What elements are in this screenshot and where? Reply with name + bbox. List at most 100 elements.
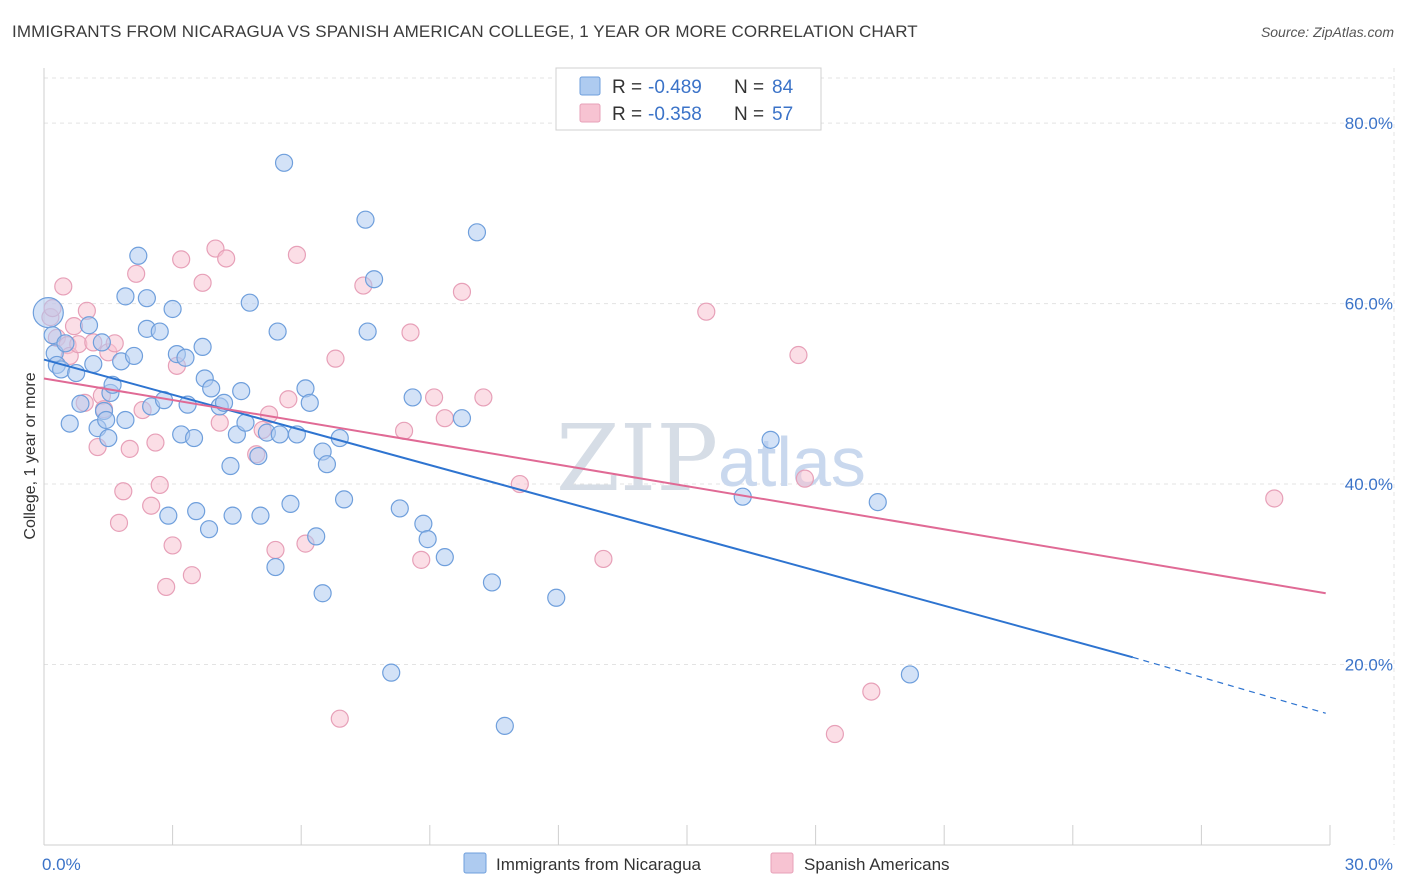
point-nicaragua	[221, 456, 240, 476]
legend-n-value: 84	[772, 77, 794, 98]
point-nicaragua	[358, 322, 377, 341]
legend-box: R = -0.489 N = 84 R = -0.358 N = 57	[555, 67, 822, 131]
trend-lines	[43, 358, 1326, 714]
point-nicaragua	[868, 493, 887, 512]
point-spanish-american	[287, 245, 307, 264]
point-spanish-american	[146, 433, 165, 452]
point-nicaragua	[761, 430, 780, 449]
point-nicaragua	[199, 520, 219, 539]
point-spanish-american	[114, 482, 133, 501]
point-spanish-american	[54, 277, 73, 296]
y-tick-label: 40.0%	[1345, 475, 1393, 494]
point-nicaragua	[187, 502, 206, 521]
point-spanish-american	[401, 323, 420, 342]
point-spanish-american	[795, 469, 814, 488]
point-nicaragua	[356, 210, 375, 229]
y-tick-labels: 20.0% 40.0% 60.0% 80.0%	[1345, 114, 1393, 674]
point-nicaragua	[403, 388, 422, 407]
y-tick-label: 60.0%	[1345, 295, 1393, 314]
point-spanish-american	[435, 409, 454, 428]
point-nicaragua	[249, 446, 268, 466]
point-spanish-american	[424, 388, 444, 407]
point-nicaragua	[390, 499, 409, 518]
x-tick-label: 30.0%	[1345, 855, 1393, 874]
point-nicaragua	[232, 382, 251, 401]
point-spanish-american	[326, 349, 345, 368]
point-spanish-american	[452, 282, 472, 301]
point-nicaragua	[97, 410, 116, 430]
point-nicaragua	[137, 289, 156, 308]
point-nicaragua	[467, 223, 487, 242]
point-nicaragua	[270, 425, 289, 444]
point-nicaragua	[274, 153, 294, 172]
point-nicaragua	[334, 490, 354, 509]
legend-row-nicaragua: R = -0.489 N = 84	[579, 76, 794, 98]
point-spanish-american	[330, 709, 349, 728]
point-spanish-american	[825, 724, 844, 744]
point-spanish-american	[163, 536, 182, 555]
y-tick-label: 80.0%	[1345, 114, 1393, 133]
point-spanish-american	[394, 421, 414, 440]
point-nicaragua	[268, 322, 287, 341]
point-nicaragua	[184, 428, 204, 448]
point-nicaragua	[251, 506, 270, 525]
legend-row-spanish-americans: R = -0.358 N = 57	[579, 103, 793, 125]
point-spanish-american	[109, 513, 129, 532]
point-spanish-american	[412, 550, 431, 569]
point-spanish-american	[210, 413, 229, 432]
point-nicaragua	[452, 409, 472, 428]
point-nicaragua	[43, 326, 62, 345]
point-nicaragua	[418, 530, 437, 549]
points-nicaragua	[32, 153, 920, 735]
legend-n-label: N =	[734, 104, 764, 125]
point-nicaragua	[317, 455, 337, 474]
bottom-legend-swatch-pink	[770, 852, 794, 874]
point-nicaragua	[202, 379, 221, 398]
x-tick-label: 0.0%	[42, 855, 81, 874]
bottom-legend-swatch-blue	[463, 852, 487, 874]
point-spanish-american	[120, 439, 139, 458]
point-nicaragua	[150, 322, 169, 341]
watermark-zip: ZIP	[556, 405, 718, 512]
point-spanish-american	[182, 566, 201, 585]
bottom-legend-nicaragua: Immigrants from Nicaragua	[496, 855, 702, 874]
point-nicaragua	[176, 348, 195, 367]
point-nicaragua	[32, 297, 64, 329]
point-nicaragua	[266, 557, 285, 577]
point-nicaragua	[281, 494, 300, 514]
bottom-legend-spanish-americans: Spanish Americans	[804, 855, 950, 874]
chart-title: IMMIGRANTS FROM NICARAGUA VS SPANISH AME…	[12, 22, 918, 41]
point-spanish-american	[172, 250, 191, 269]
legend-r-label: R =	[612, 104, 642, 125]
point-nicaragua	[223, 506, 242, 525]
point-nicaragua	[414, 514, 433, 533]
point-nicaragua	[547, 588, 566, 607]
point-nicaragua	[92, 333, 111, 352]
point-nicaragua	[364, 270, 384, 289]
point-spanish-american	[474, 388, 493, 407]
trend-line-nicaragua-extension	[1132, 656, 1326, 714]
point-nicaragua	[71, 394, 90, 413]
point-nicaragua	[129, 246, 148, 265]
point-nicaragua	[159, 506, 178, 525]
trend-line-spanish-americans	[43, 377, 1326, 595]
point-spanish-american	[594, 549, 613, 569]
point-nicaragua	[56, 334, 75, 353]
legend-r-value: -0.358	[648, 104, 702, 125]
point-spanish-american	[862, 682, 881, 701]
point-nicaragua	[99, 428, 118, 448]
point-nicaragua	[79, 316, 99, 335]
watermark: ZIP atlas	[556, 405, 866, 512]
point-nicaragua	[300, 393, 319, 412]
point-nicaragua	[307, 527, 326, 546]
legend-n-value: 57	[772, 104, 793, 125]
point-spanish-american	[266, 540, 285, 560]
source-credit: Source: ZipAtlas.com	[1260, 24, 1394, 40]
y-tick-label: 20.0%	[1345, 656, 1393, 675]
point-spanish-american	[217, 249, 236, 268]
point-nicaragua	[60, 414, 79, 433]
point-nicaragua	[116, 410, 135, 430]
point-spanish-american	[193, 273, 212, 292]
point-spanish-american	[157, 577, 176, 597]
